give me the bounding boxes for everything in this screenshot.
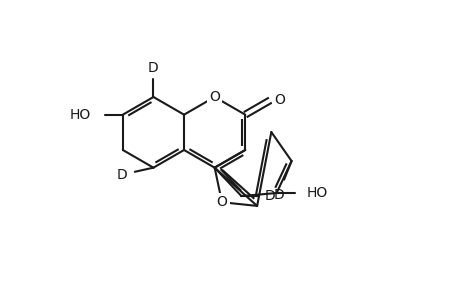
Text: D: D — [264, 189, 274, 203]
Text: D: D — [273, 188, 284, 202]
Text: D: D — [116, 168, 127, 182]
Text: O: O — [209, 90, 219, 104]
Text: HO: HO — [70, 108, 91, 122]
Text: O: O — [216, 195, 227, 209]
Text: HO: HO — [306, 186, 327, 200]
Text: O: O — [274, 93, 285, 107]
Text: D: D — [148, 61, 158, 75]
